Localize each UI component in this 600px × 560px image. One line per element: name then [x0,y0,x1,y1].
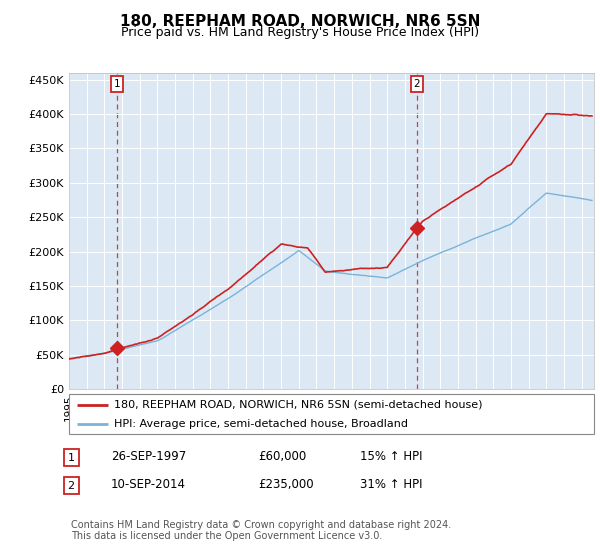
Text: 15% ↑ HPI: 15% ↑ HPI [360,450,422,463]
Text: 31% ↑ HPI: 31% ↑ HPI [360,478,422,491]
Text: 1: 1 [114,79,121,89]
Text: 2: 2 [414,79,421,89]
Text: Price paid vs. HM Land Registry's House Price Index (HPI): Price paid vs. HM Land Registry's House … [121,26,479,39]
Text: 180, REEPHAM ROAD, NORWICH, NR6 5SN (semi-detached house): 180, REEPHAM ROAD, NORWICH, NR6 5SN (sem… [113,400,482,409]
Text: £235,000: £235,000 [258,478,314,491]
Text: Contains HM Land Registry data © Crown copyright and database right 2024.
This d: Contains HM Land Registry data © Crown c… [71,520,451,542]
Text: 180, REEPHAM ROAD, NORWICH, NR6 5SN: 180, REEPHAM ROAD, NORWICH, NR6 5SN [120,14,480,29]
Text: HPI: Average price, semi-detached house, Broadland: HPI: Average price, semi-detached house,… [113,419,407,429]
Text: 10-SEP-2014: 10-SEP-2014 [111,478,186,491]
Text: 1: 1 [68,452,74,463]
Text: 2: 2 [68,480,74,491]
Text: 26-SEP-1997: 26-SEP-1997 [111,450,186,463]
Text: £60,000: £60,000 [258,450,306,463]
FancyBboxPatch shape [69,394,594,434]
